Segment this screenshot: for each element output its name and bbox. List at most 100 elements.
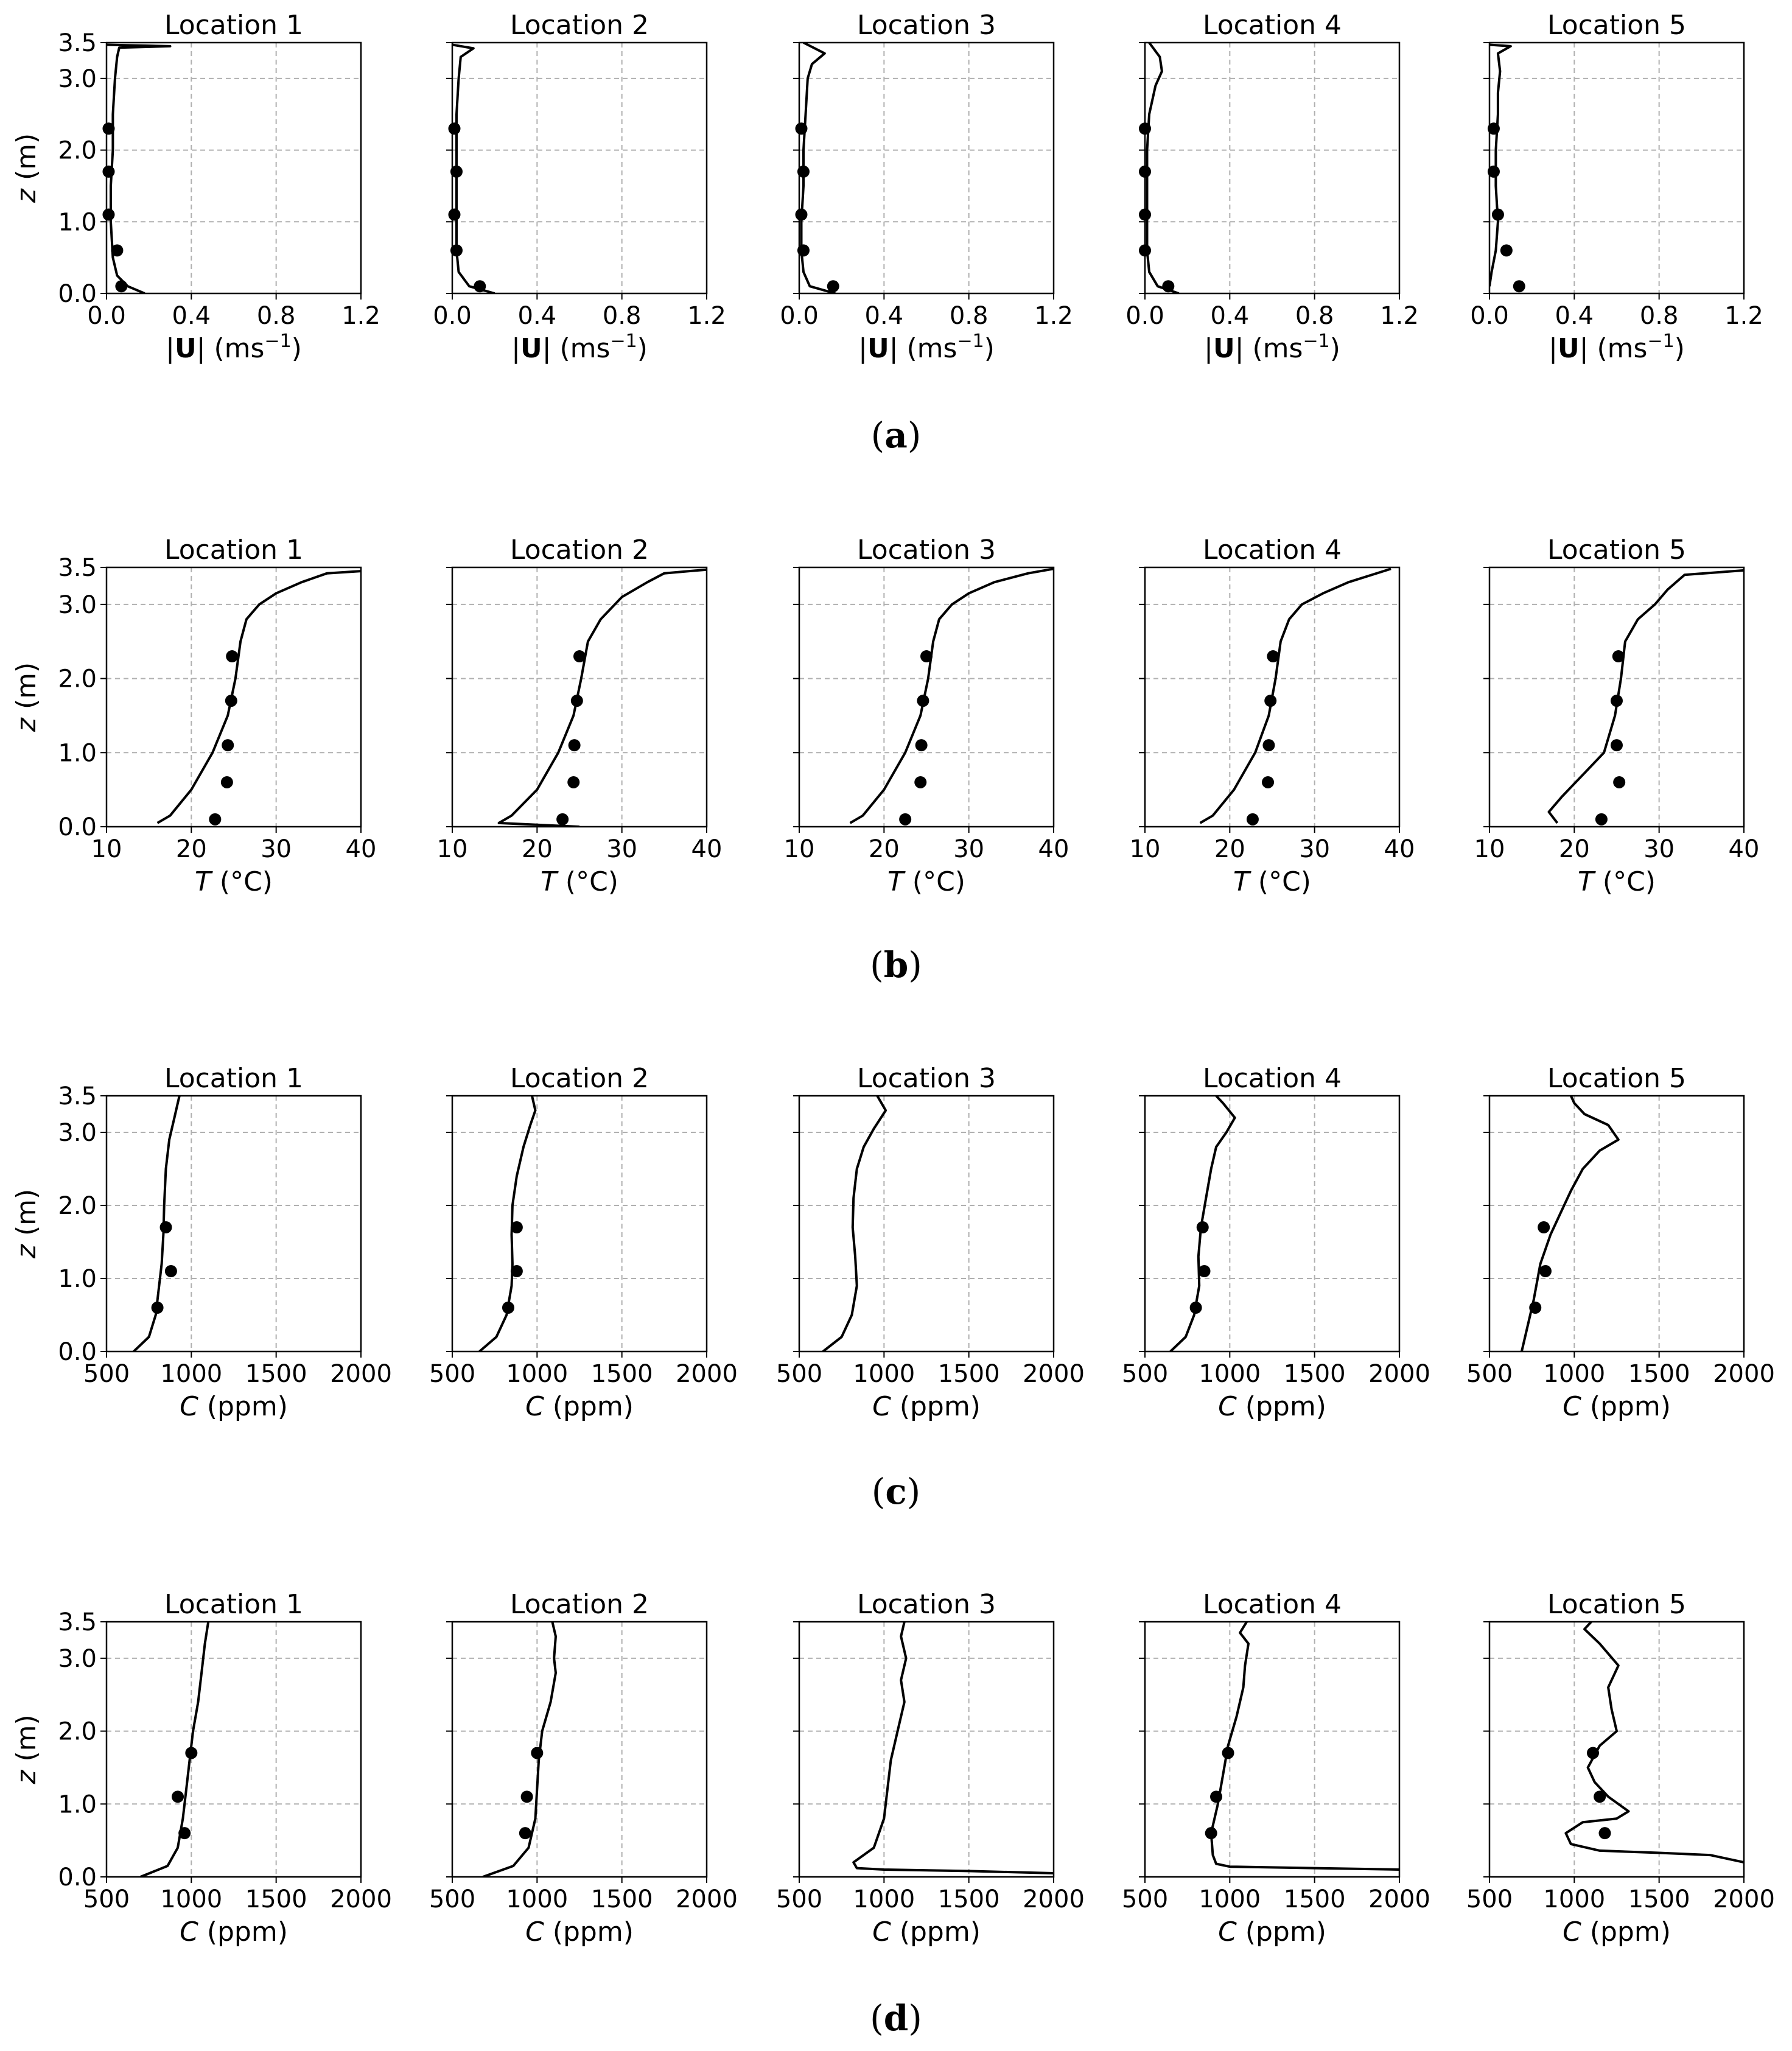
row-a-loc4-title: Location 4 [1203,10,1342,41]
row-c-loc2-xlabel: C (ppm) [525,1391,634,1422]
row-b-loc4-point-0 [1246,813,1259,826]
row-d-loc2-xlabel: C (ppm) [525,1916,634,1948]
row-d-loc1-point-1 [172,1790,184,1803]
row-c-loc3-xtick-label-2: 1500 [938,1360,1000,1388]
row-d-loc4-title: Location 4 [1203,1589,1342,1620]
row-b-loc5-xtick-label-0: 10 [1474,835,1505,863]
row-d-loc1-frame [105,1621,362,1878]
row-c-loc3-line-0 [822,1096,887,1352]
row-c-loc1-xtick-label-2: 1500 [245,1360,307,1388]
row-d-loc4-point-1 [1210,1790,1223,1803]
row-a-loc1-xtick-label-2: 0.8 [257,302,296,330]
row-b-loc1-ytick-label-3: 3.0 [58,591,97,619]
row-a-loc1-point-2 [102,208,115,221]
row-b-loc3-point-2 [915,739,928,752]
row-b-loc3-title: Location 3 [857,535,996,566]
row-a-loc1-ytick-label-4: 3.5 [58,29,97,57]
row-a-loc1-xlabel: |U| (ms−1) [166,331,302,365]
row-d-loc2-point-2 [531,1747,544,1759]
row-b-loc1-xtick-label-3: 40 [346,835,377,863]
row-b-loc4-xtick-label-0: 10 [1130,835,1161,863]
row-d-loc1-title: Location 1 [164,1589,303,1620]
row-d-loc1-xtick-label-1: 1000 [160,1885,222,1913]
row-d-loc1-ytick-label-3: 3.0 [58,1645,97,1673]
row-a-loc1-ytick-label-2: 2.0 [58,137,97,165]
row-c-loc3-xtick-label-3: 2000 [1023,1360,1085,1388]
row-c-loc5: Location 5 500 1000 1500 2000 C (ppm) [1466,1063,1775,1422]
row-d-loc1-point-0 [178,1827,191,1840]
row-d-loc2-point-0 [519,1827,531,1840]
row-d-loc4-frame [1144,1621,1401,1878]
row-c-loc5-line-0 [1520,1096,1620,1352]
row-a-loc5-point-2 [1491,208,1504,221]
row-b-loc1-xtick-label-2: 30 [261,835,292,863]
row-b-loc1-ytick-label-0: 0.0 [58,813,97,841]
row-c-loc2-point-0 [502,1302,514,1314]
row-c-loc2-xtick-label-2: 1500 [591,1360,653,1388]
row-c-loc4-xtick-label-2: 1500 [1284,1360,1346,1388]
row-c-loc2: Location 2 500 1000 1500 2000 C (ppm) [429,1063,738,1422]
row-d-loc5-frame [1488,1621,1745,1878]
row-d-loc4-point-0 [1205,1827,1217,1840]
row-a-loc4-xtick-label-0: 0.0 [1125,302,1164,330]
row-a-loc2-title: Location 2 [510,10,649,41]
row-b-loc2-xlabel: T (°C) [541,866,618,897]
row-a-loc1-point-0 [115,280,128,293]
row-d-loc1-ytick-label-0: 0.0 [58,1863,97,1891]
row-d-loc5-xtick-label-1: 1000 [1543,1885,1605,1913]
row-c-loc2-line-0 [478,1096,537,1352]
row-b-loc2-title: Location 2 [510,535,649,566]
row-a-loc1-xtick-label-0: 0.0 [87,302,126,330]
row-a-loc2-point-3 [450,165,463,178]
row-b-loc5-line-0 [1547,569,1744,824]
caption-b: (b) [870,944,922,986]
row-c-loc3-title: Location 3 [857,1063,996,1094]
row-c-loc5-xlabel: C (ppm) [1563,1391,1671,1422]
row-a-loc1-title: Location 1 [164,10,303,41]
row-b-loc3-point-4 [920,650,933,663]
row-b-loc4-frame [1144,566,1401,828]
row-a-loc2-xtick-label-0: 0.0 [433,302,472,330]
row-d-loc5-xtick-label-2: 1500 [1628,1885,1690,1913]
row-c-loc3: Location 3 500 1000 1500 2000 C (ppm) [776,1063,1085,1422]
caption-c: (c) [872,1471,921,1512]
row-a-loc2-point-1 [450,244,463,257]
row-b-loc5-point-3 [1611,695,1623,707]
row-b-loc3-point-1 [914,776,927,788]
row-b-loc3-frame [798,566,1055,828]
row-c-loc1-xtick-label-3: 2000 [330,1360,392,1388]
row-b-loc2-xtick-label-1: 20 [522,835,553,863]
row-b-loc1-xlabel: T (°C) [195,866,273,897]
row-d-loc2-xtick-label-2: 1500 [591,1885,653,1913]
row-b-loc2: Location 2 10 20 30 40 T (°C) [437,535,723,897]
row-d-loc1-point-2 [185,1747,198,1759]
row-a-loc5-xtick-label-3: 1.2 [1724,302,1763,330]
row-b-loc2-point-4 [573,650,586,663]
row-b-loc4-point-1 [1262,776,1275,788]
row-c-loc1-title: Location 1 [164,1063,303,1094]
row-b-loc3-line-0 [849,567,1054,824]
row-a-loc3-point-0 [827,280,839,293]
row-c-loc4-xlabel: C (ppm) [1218,1391,1326,1422]
row-d-loc5-line-0 [1564,1622,1744,1864]
row-b-loc3-xtick-label-2: 30 [953,835,984,863]
row-d-loc3-xtick-label-2: 1500 [938,1885,1000,1913]
row-b-loc5-xtick-label-2: 30 [1643,835,1675,863]
row-a-loc4-point-3 [1139,165,1151,178]
row-a-loc1-point-1 [111,244,124,257]
row-a-loc1-point-4 [102,122,115,135]
row-d-ylabel: z (m) [11,1714,42,1784]
row-a-loc4-xlabel: |U| (ms−1) [1204,331,1340,365]
row-b-loc5-xtick-label-3: 40 [1729,835,1760,863]
row-d-loc5-point-0 [1598,1827,1611,1840]
row-c-loc4-point-0 [1189,1302,1202,1314]
row-b-loc1-line-0 [156,570,361,824]
row-c-loc1-ytick-label-4: 3.5 [58,1082,97,1110]
row-a-loc2-xtick-label-2: 0.8 [603,302,642,330]
row-b-loc4: Location 4 10 20 30 40 T (°C) [1130,535,1415,897]
row-b-loc2-point-2 [568,739,581,752]
row-b-loc3-xtick-label-3: 40 [1038,835,1069,863]
row-a-loc2-point-4 [448,122,461,135]
row-d-loc2-point-1 [520,1790,533,1803]
